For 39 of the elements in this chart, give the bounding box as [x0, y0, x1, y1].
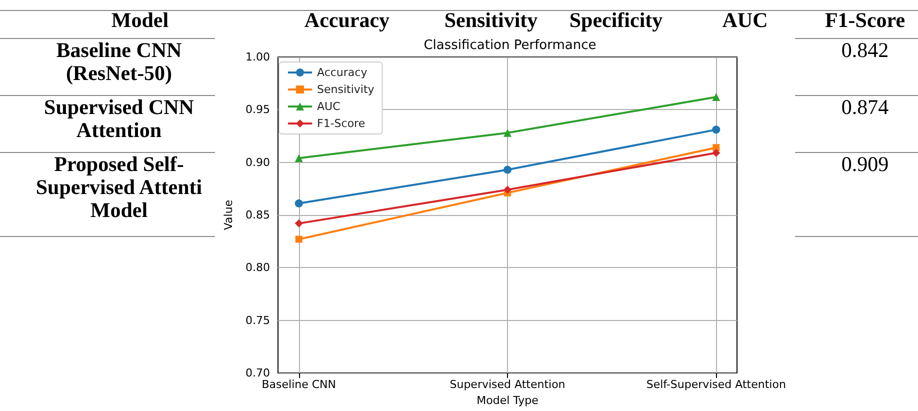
point	[294, 154, 303, 162]
legend-label: Accuracy	[317, 66, 368, 79]
point	[504, 128, 512, 137]
text: AUC	[722, 8, 768, 32]
text: Specificity	[569, 8, 663, 32]
point	[294, 199, 303, 208]
y-axis-title: Value	[222, 200, 235, 230]
text: Proposed Self-Supervised Attenti Model	[34, 152, 204, 222]
y-tick-label: 0.90	[246, 156, 270, 169]
text: Supervised CNN Attention	[43, 95, 195, 142]
y-tick-label: 1.00	[246, 50, 270, 64]
y-tick-label: 0.75	[246, 314, 270, 327]
y-tick-label: 0.80	[246, 261, 270, 274]
y-tick-label: 0.95	[246, 103, 270, 116]
point	[712, 148, 720, 157]
text: Model	[110, 8, 170, 32]
legend-label: Sensitivity	[317, 83, 375, 96]
point	[504, 186, 512, 194]
chart-title: Classification Performance	[424, 38, 596, 53]
x-tick-label: Self-Supervised Attention	[646, 378, 786, 391]
y-tick-label: 0.85	[246, 208, 270, 222]
text: F1-Score	[824, 8, 906, 32]
text: Sensitivity	[444, 8, 538, 32]
text: 0.842	[840, 38, 890, 62]
x-axis-title: Model Type	[476, 394, 539, 407]
point	[294, 219, 303, 228]
x-tick-label: Baseline CNN	[262, 378, 336, 391]
legend-label: F1-Score	[317, 117, 366, 130]
text: Accuracy	[304, 8, 390, 32]
legend-label: AUC	[317, 100, 341, 113]
point	[295, 236, 302, 243]
text: 0.909	[840, 152, 890, 176]
text: 0.874	[840, 95, 890, 119]
point	[504, 166, 512, 174]
point	[712, 93, 720, 102]
text: Baseline CNN (ResNet-50)	[55, 38, 183, 85]
x-tick-label: Supervised Attention	[450, 378, 566, 391]
y-tick-label: 0.70	[246, 366, 270, 380]
point	[712, 126, 720, 134]
